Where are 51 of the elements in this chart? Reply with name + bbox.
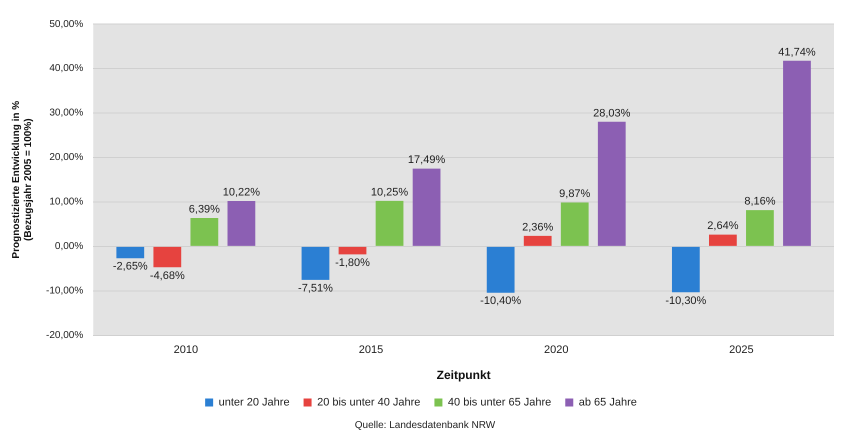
data-label: 28,03% [593,107,631,120]
data-label: -4,68% [150,270,185,282]
legend-label: ab 65 Jahre [578,396,637,409]
bar [560,202,589,246]
data-label: 10,22% [222,186,260,198]
legend-label: 20 bis unter 40 Jahre [317,396,420,409]
y-tick-label: 0,00% [54,241,84,252]
bar [598,122,626,246]
data-label: 8,16% [744,196,776,208]
y-tick-label: 30,00% [49,108,84,119]
data-label: -2,65% [112,260,148,273]
data-label: 2,64% [707,220,739,232]
y-tick-label: 40,00% [49,63,84,74]
source-note: Quelle: Landesdatenbank NRW [354,420,496,431]
y-tick-label: 10,00% [49,196,84,208]
x-axis-title: Zeitpunkt [436,368,491,382]
bar [338,246,366,254]
x-tick-label: 2010 [174,344,198,356]
data-label: 10,25% [370,186,408,198]
data-label: 2,36% [522,221,554,234]
bar [412,168,440,246]
bar [709,234,737,246]
data-label: -7,51% [298,282,334,294]
x-tick-label: 2020 [544,344,568,356]
bar [153,246,182,268]
bar [746,210,774,246]
bar [190,218,218,246]
y-tick-label: -10,00% [46,286,84,297]
x-tick-label: 2025 [729,344,754,356]
bar [116,246,144,258]
x-tick-label: 2015 [358,344,384,356]
bar [486,246,515,293]
legend-label: 40 bis unter 65 Jahre [448,396,552,409]
y-tick-label: 20,00% [49,152,84,164]
bar [228,200,256,246]
y-tick-label: -20,00% [46,330,84,342]
legend-label: unter 20 Jahre [218,396,290,409]
data-label: 6,39% [188,204,220,216]
y-tick-label: 50,00% [49,18,84,30]
data-label: 41,74% [778,46,816,58]
bar [672,246,700,292]
bar [783,60,811,246]
bar [524,236,552,246]
data-label: -10,40% [480,295,522,308]
y-axis-title: Prognostizierte Entwicklung in % (Bezugsjahr 2005 = 100%) [10,100,34,259]
data-label: -10,30% [665,294,707,307]
data-label: -1,80% [335,256,370,269]
bar [302,246,330,280]
data-label: 17,49% [408,154,446,166]
data-label: 9,87% [559,188,591,200]
bar [376,200,404,246]
